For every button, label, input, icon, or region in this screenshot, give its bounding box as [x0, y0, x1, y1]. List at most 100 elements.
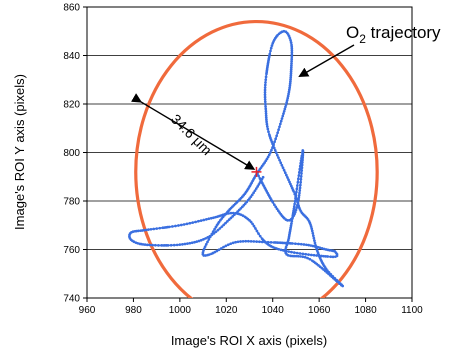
y-tick-label: 740 — [63, 294, 80, 305]
trajectory-point — [294, 195, 298, 198]
trajectory-point — [256, 185, 259, 188]
trajectory-point — [327, 271, 331, 274]
trajectory-point — [275, 207, 279, 211]
trajectory-point — [154, 243, 157, 247]
trajectory-point — [270, 44, 274, 47]
trajectory-point — [286, 96, 290, 100]
trajectory-point — [298, 186, 302, 190]
trajectory-point — [333, 277, 337, 280]
trajectory-point — [258, 234, 262, 238]
trajectory-point — [286, 254, 290, 257]
trajectory-point — [289, 66, 293, 69]
trajectory-point — [208, 234, 212, 238]
trajectory-point — [136, 241, 140, 245]
trajectory-point — [280, 163, 284, 167]
trajectory-point — [183, 242, 187, 246]
trajectory-point — [285, 101, 288, 104]
trajectory-point — [281, 114, 285, 118]
trajectory-point — [214, 215, 217, 219]
trajectory-point — [282, 109, 286, 113]
trajectory-point — [318, 246, 322, 250]
trajectory-point — [281, 166, 285, 170]
trajectory-point — [271, 146, 274, 149]
trajectory-point — [166, 244, 170, 247]
trajectory-point — [304, 252, 308, 256]
trajectory-point — [273, 140, 276, 144]
trajectory-point — [144, 228, 148, 232]
trajectory-point — [290, 62, 293, 65]
trajectory-point — [287, 178, 290, 182]
trajectory-point — [298, 189, 302, 192]
trajectory-point — [205, 218, 208, 221]
trajectory-point — [214, 230, 218, 234]
trajectory-point — [227, 218, 231, 221]
trajectory-point — [241, 239, 245, 243]
trajectory-point — [279, 161, 283, 165]
trajectory-point — [289, 76, 293, 79]
trajectory-point — [286, 218, 289, 222]
trajectory-point — [264, 112, 268, 115]
trajectory-point — [265, 125, 269, 128]
trajectory-point — [263, 100, 267, 104]
trajectory-point — [289, 72, 293, 75]
trajectory-point — [234, 240, 237, 244]
trajectory-point — [290, 64, 293, 67]
trajectory-point — [287, 90, 291, 94]
trajectory-point — [298, 252, 302, 255]
x-tick-label: 1100 — [401, 305, 423, 316]
trajectory-point — [294, 254, 298, 258]
trajectory-point — [263, 91, 267, 94]
trajectory-point — [267, 153, 271, 157]
trajectory-point — [267, 130, 270, 134]
trajectory-point — [171, 225, 174, 228]
trajectory-point — [278, 125, 281, 129]
trajectory-point — [312, 253, 316, 257]
trajectory-point — [301, 149, 305, 152]
trajectory-point — [182, 223, 186, 226]
trajectory-point — [149, 227, 153, 231]
trajectory-point — [207, 238, 211, 241]
trajectory-point — [266, 127, 270, 131]
trajectory-point — [207, 217, 211, 221]
trajectory-point — [161, 226, 165, 230]
trajectory-point — [224, 221, 227, 225]
trajectory-point — [295, 251, 299, 255]
trajectory-point — [288, 36, 292, 40]
trajectory-point — [284, 249, 288, 253]
trajectory-point — [264, 102, 267, 106]
trajectory-point — [329, 272, 333, 276]
y-axis-label: Image's ROI Y axis (pixels) — [12, 74, 27, 230]
trajectory-point — [282, 112, 285, 116]
trajectory-point — [267, 133, 271, 137]
trajectory-point — [299, 175, 303, 178]
trajectory-point — [279, 248, 283, 252]
trajectory-point — [177, 224, 180, 227]
trajectory-point — [186, 242, 189, 245]
trajectory-point — [199, 219, 203, 222]
trajectory-point — [288, 180, 291, 184]
trajectory-point — [252, 191, 255, 195]
trajectory-point — [334, 255, 337, 259]
trajectory-point — [294, 242, 297, 246]
trajectory-point — [309, 244, 313, 247]
y-tick-label: 780 — [63, 197, 80, 208]
y-tick-label: 800 — [63, 148, 80, 159]
trajectory-point — [216, 228, 220, 232]
x-tick-label: 1040 — [262, 305, 285, 316]
trajectory-point — [279, 119, 283, 123]
trajectory-point — [254, 187, 258, 190]
trajectory-point — [264, 78, 268, 82]
trajectory-point — [152, 227, 156, 231]
trajectory-point — [260, 237, 264, 241]
trajectory-point — [139, 229, 142, 233]
trajectory-point — [206, 236, 210, 239]
trajectory-point — [277, 156, 280, 160]
trajectory-point — [206, 240, 209, 244]
trajectory-point — [249, 239, 253, 243]
trajectory-point — [263, 83, 267, 87]
trajectory-point — [188, 241, 192, 245]
trajectory-point — [287, 250, 291, 253]
trajectory-point — [203, 245, 207, 249]
trajectory-point — [288, 84, 292, 87]
trajectory-point — [310, 229, 314, 233]
